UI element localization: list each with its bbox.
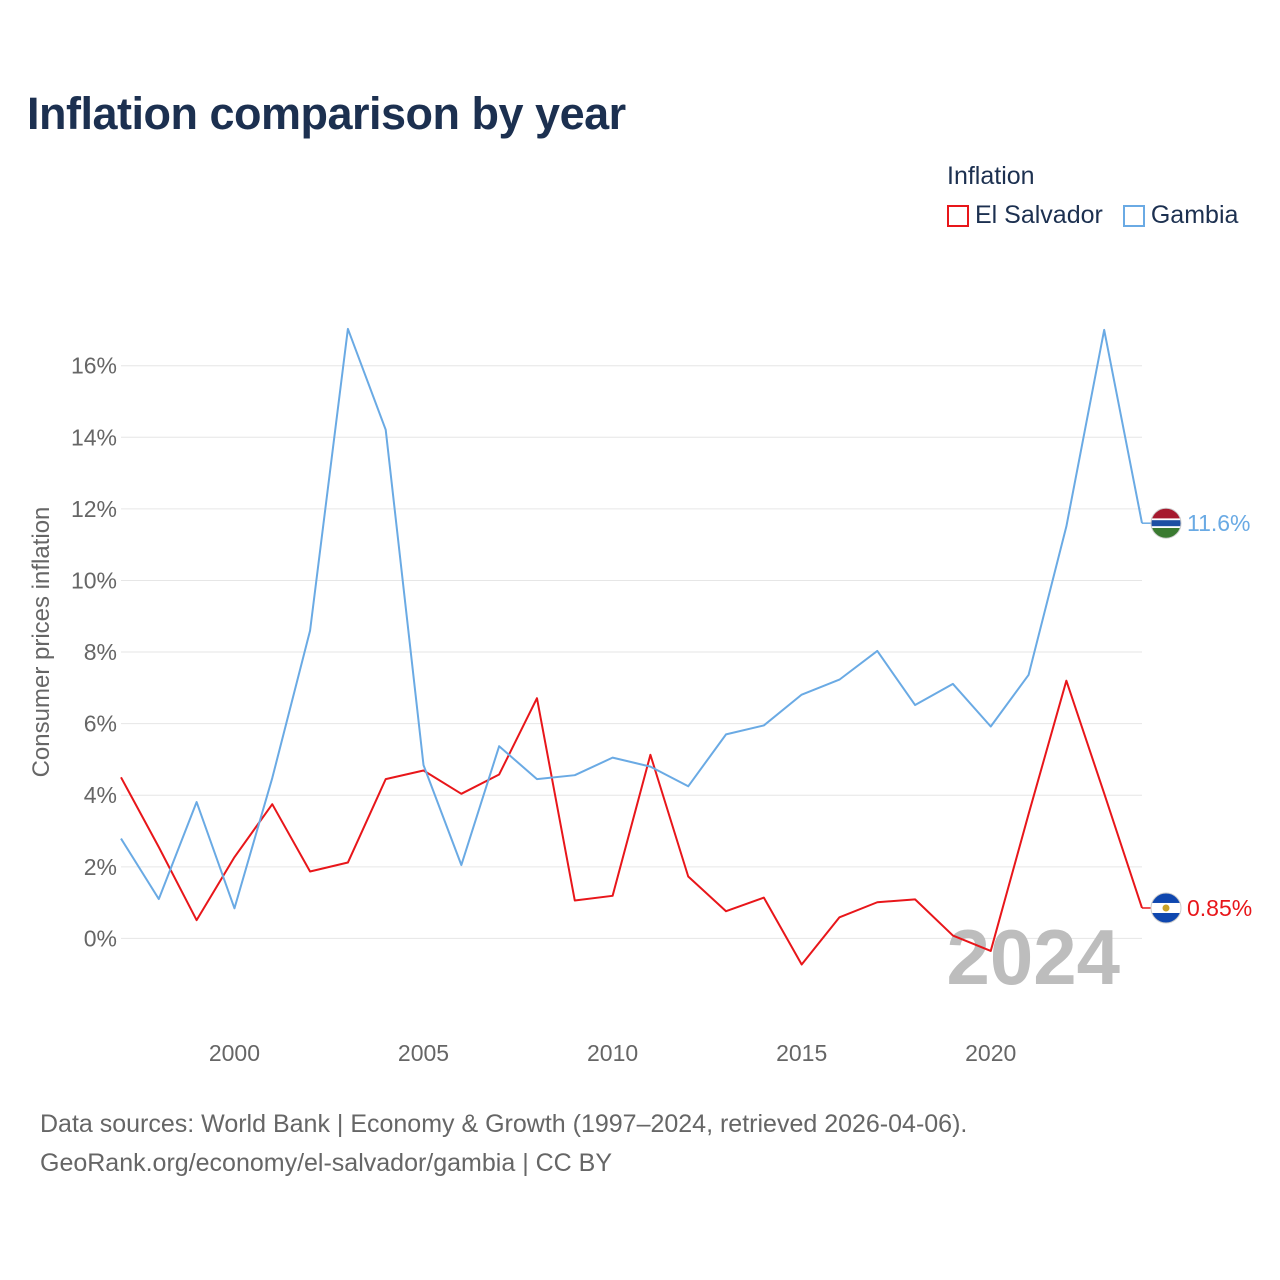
- data-point-el-salvador: [988, 948, 994, 954]
- flag-stripe: [1151, 508, 1181, 519]
- data-point-gambia: [647, 764, 653, 770]
- legend-label-el-salvador: El Salvador: [975, 201, 1103, 229]
- y-tick-label: 2%: [84, 854, 117, 880]
- el-salvador-flag-icon: [1150, 892, 1182, 924]
- x-tick-label: 2000: [209, 1040, 260, 1066]
- flag-stripe: [1151, 912, 1181, 923]
- y-tick-label: 14%: [71, 424, 117, 450]
- line-chart: 0% 2% 4% 6% 8% 10% 12% 14% 16% 2000 2005 2010 2015 20…: [71, 326, 1252, 1066]
- gambia-flag-icon: [1150, 507, 1182, 539]
- y-tick-label: 8%: [84, 639, 117, 665]
- y-tick-label: 16%: [71, 353, 117, 379]
- flag-emblem: [1162, 904, 1170, 912]
- data-point-gambia: [610, 755, 616, 761]
- flag-stripe: [1151, 518, 1181, 521]
- data-point-gambia: [534, 776, 540, 782]
- data-point-gambia: [307, 628, 313, 634]
- data-point-el-salvador: [1063, 678, 1069, 684]
- data-point-el-salvador: [194, 917, 200, 923]
- legend-title: Inflation: [947, 162, 1035, 190]
- data-point-el-salvador: [647, 752, 653, 758]
- source-note: Data sources: World Bank | Economy & Gro…: [40, 1105, 967, 1183]
- chart-title: Inflation comparison by year: [27, 88, 626, 139]
- data-point-gambia: [988, 724, 994, 730]
- data-point-el-salvador: [345, 860, 351, 866]
- flag-border: [1150, 892, 1182, 924]
- data-point-el-salvador: [1101, 790, 1107, 796]
- data-point-el-salvador: [912, 896, 918, 902]
- data-point-el-salvador: [723, 908, 729, 914]
- y-tick-label: 4%: [84, 782, 117, 808]
- data-point-gambia: [874, 648, 880, 654]
- data-point-gambia: [269, 775, 275, 781]
- data-point-gambia: [799, 692, 805, 698]
- data-point-gambia: [950, 681, 956, 687]
- data-point-el-salvador: [534, 695, 540, 701]
- data-point-el-salvador: [836, 914, 842, 920]
- data-point-el-salvador: [799, 962, 805, 968]
- data-point-gambia: [1063, 523, 1069, 529]
- flag-stripe: [1151, 527, 1181, 539]
- legend-swatch-el-salvador: [947, 204, 969, 227]
- data-point-gambia: [912, 702, 918, 708]
- x-tick-label: 2005: [398, 1040, 449, 1066]
- data-point-gambia: [1026, 672, 1032, 678]
- source-line-1: Data sources: World Bank | Economy & Gro…: [40, 1110, 968, 1138]
- data-point-el-salvador: [761, 895, 767, 901]
- data-point-el-salvador: [383, 776, 389, 782]
- year-watermark: 2024: [946, 913, 1120, 1001]
- data-point-gambia: [345, 326, 351, 332]
- y-tick-label: 6%: [84, 711, 117, 737]
- legend-item-el-salvador[interactable]: El Salvador: [947, 201, 1103, 230]
- data-point-el-salvador: [496, 771, 502, 777]
- data-point-gambia: [761, 722, 767, 728]
- data-point-gambia: [836, 677, 842, 683]
- series-line-gambia: [120, 327, 1143, 910]
- data-point-gambia: [1101, 327, 1107, 333]
- flag-stripe: [1151, 520, 1181, 527]
- y-tick-label: 10%: [71, 567, 117, 593]
- data-point-el-salvador: [231, 854, 237, 860]
- data-point-gambia: [156, 896, 162, 902]
- data-point-gambia: [383, 427, 389, 433]
- flag-stripe: [1151, 526, 1181, 529]
- y-tick-label: 12%: [71, 496, 117, 522]
- series-line-el-salvador: [120, 679, 1143, 966]
- data-point-el-salvador: [572, 897, 578, 903]
- legend: Inflation El Salvador Gambia: [947, 162, 1238, 230]
- data-point-gambia: [685, 783, 691, 789]
- flag-border: [1150, 507, 1182, 539]
- data-point-gambia: [421, 762, 427, 768]
- data-point-el-salvador: [1026, 811, 1032, 817]
- data-point-el-salvador: [118, 774, 124, 780]
- x-tick-label: 2010: [587, 1040, 638, 1066]
- source-line-2[interactable]: GeoRank.org/economy/el-salvador/gambia |…: [40, 1149, 613, 1177]
- x-tick-label: 2020: [965, 1040, 1016, 1066]
- legend-swatch-gambia: [1122, 204, 1145, 227]
- data-point-gambia: [231, 905, 237, 911]
- data-point-gambia: [194, 799, 200, 805]
- data-point-gambia: [458, 862, 464, 868]
- data-point-el-salvador: [307, 868, 313, 874]
- data-point-gambia: [496, 743, 502, 749]
- y-tick-label: 0%: [84, 925, 117, 951]
- data-point-el-salvador: [685, 873, 691, 879]
- data-point-el-salvador: [950, 933, 956, 939]
- legend-item-gambia[interactable]: Gambia: [1122, 201, 1239, 230]
- data-point-el-salvador: [874, 899, 880, 905]
- data-point-gambia: [723, 731, 729, 737]
- data-point-el-salvador: [269, 801, 275, 807]
- x-tick-label: 2015: [776, 1040, 827, 1066]
- data-point-el-salvador: [458, 791, 464, 797]
- data-point-el-salvador: [610, 893, 616, 899]
- data-point-el-salvador: [156, 844, 162, 850]
- data-point-gambia: [572, 772, 578, 778]
- end-value-label-gambia: 11.6%: [1187, 510, 1251, 536]
- end-value-label-el-salvador: 0.85%: [1187, 895, 1252, 921]
- flag-stripe: [1151, 892, 1181, 904]
- data-point-gambia: [118, 836, 124, 842]
- legend-label-gambia: Gambia: [1150, 201, 1239, 229]
